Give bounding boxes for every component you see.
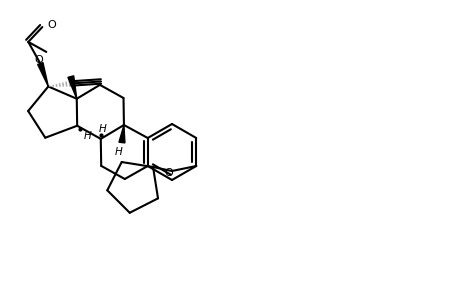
Text: O: O (34, 55, 43, 64)
Text: H: H (83, 131, 91, 141)
Text: H: H (115, 147, 123, 157)
Text: O: O (164, 168, 173, 178)
Polygon shape (119, 125, 125, 143)
Polygon shape (38, 63, 48, 86)
Polygon shape (68, 76, 77, 99)
Text: O: O (47, 20, 56, 30)
Text: H: H (99, 124, 106, 134)
